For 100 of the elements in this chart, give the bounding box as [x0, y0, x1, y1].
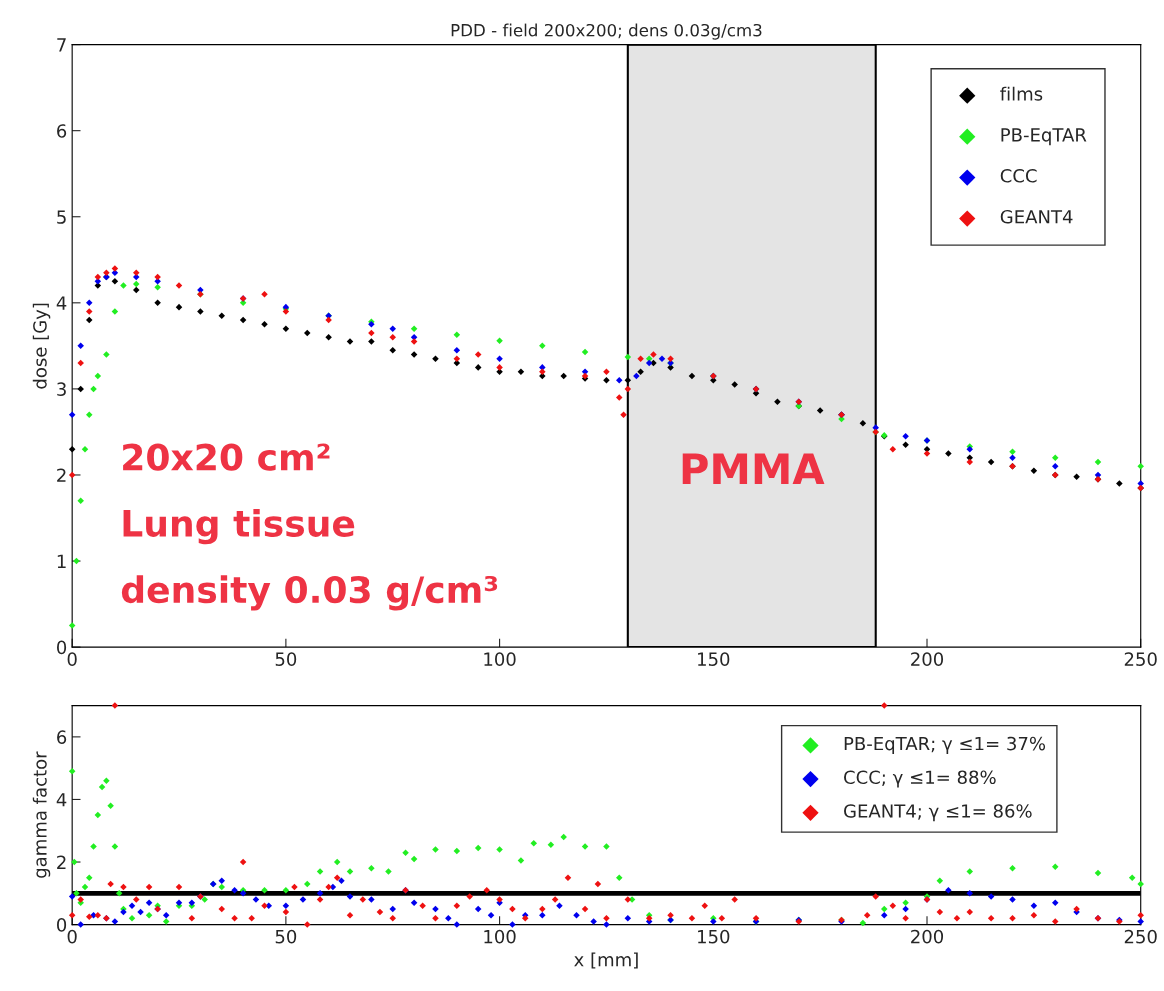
annotation: density 0.03 g/cm³ — [121, 575, 498, 611]
x-tick-label: 0 — [67, 929, 77, 944]
point — [1137, 463, 1144, 470]
point — [945, 450, 952, 457]
point — [667, 355, 674, 363]
point — [1009, 454, 1016, 462]
y-tick-label: 2 — [57, 855, 66, 869]
point — [624, 377, 632, 384]
x-tick-label: 150 — [698, 652, 730, 666]
legend-label: CCC; γ ≤1= 88% — [844, 770, 996, 788]
x-tick-label: 250 — [1124, 652, 1157, 666]
point — [616, 377, 623, 384]
point — [731, 381, 738, 388]
point — [496, 355, 503, 363]
point — [859, 420, 867, 427]
point — [77, 385, 84, 393]
point — [68, 411, 76, 418]
point — [1009, 448, 1016, 455]
point — [710, 377, 717, 384]
point — [667, 364, 674, 371]
point — [154, 299, 161, 307]
y-tick-label: 5 — [57, 210, 66, 224]
point — [86, 308, 93, 315]
y-tick-label: 6 — [57, 124, 67, 138]
point — [103, 351, 110, 358]
point — [77, 342, 84, 350]
point — [432, 355, 439, 363]
point — [453, 355, 461, 363]
point — [154, 284, 161, 291]
point — [902, 432, 909, 440]
point — [624, 385, 632, 393]
point — [1073, 473, 1080, 480]
legend-label: CCC — [1000, 168, 1037, 183]
point — [133, 269, 140, 276]
y-tick-label: 4 — [56, 296, 67, 310]
y-tick-label: 0 — [57, 640, 67, 655]
y-axis-title: gamma factor — [32, 751, 51, 878]
point — [1116, 480, 1123, 487]
point — [175, 303, 183, 311]
point — [86, 299, 93, 307]
x-tick-label: 50 — [275, 929, 297, 944]
chart-title: PDD - field 200x200; dens 0.03g/cm3 — [451, 23, 762, 40]
y-tick-label: 4 — [56, 793, 67, 807]
x-tick-label: 250 — [1124, 929, 1157, 944]
point — [1051, 463, 1059, 470]
y-tick-label: 2 — [57, 468, 66, 482]
point — [68, 471, 76, 479]
point — [987, 458, 995, 466]
legend-label: PB-EqTAR; γ ≤1= 37% — [844, 736, 1046, 754]
point — [624, 353, 632, 361]
point — [77, 497, 84, 505]
point — [581, 348, 589, 356]
point — [68, 445, 76, 453]
point — [616, 394, 623, 401]
point — [637, 355, 644, 363]
point — [77, 359, 84, 367]
point — [1030, 467, 1038, 474]
point — [86, 411, 93, 418]
point — [389, 325, 396, 332]
point — [637, 368, 644, 375]
point — [620, 411, 627, 418]
x-tick-label: 150 — [698, 929, 730, 944]
y-tick-label: 3 — [57, 382, 66, 397]
point — [133, 280, 140, 288]
point — [496, 337, 503, 344]
x-axis-title: x [mm] — [574, 952, 638, 969]
point — [453, 359, 461, 367]
point — [389, 346, 396, 354]
y-tick-label: 0 — [57, 918, 67, 932]
y-axis-title: dose [Gy] — [32, 303, 51, 389]
y-tick-label: 1 — [57, 554, 66, 568]
point — [303, 329, 311, 337]
point — [86, 316, 93, 324]
point — [603, 368, 610, 375]
point — [539, 368, 546, 375]
point — [103, 269, 110, 276]
point — [474, 364, 482, 371]
point — [368, 338, 375, 345]
point — [1094, 458, 1102, 466]
annotation: 20x20 cm² — [123, 443, 330, 471]
point — [133, 286, 140, 294]
point — [453, 331, 461, 338]
point — [218, 312, 226, 319]
point — [389, 333, 396, 341]
x-tick-label: 200 — [911, 929, 944, 944]
y-tick-label: 6 — [57, 730, 67, 744]
point — [68, 622, 76, 629]
band-label: PMMA — [682, 453, 825, 484]
point — [111, 278, 119, 285]
point — [496, 364, 503, 371]
annotation: Lung tissue — [123, 509, 355, 545]
point — [120, 282, 127, 289]
point — [603, 377, 610, 384]
point — [658, 355, 666, 363]
y-tick-label: 7 — [57, 38, 66, 52]
point — [94, 273, 102, 281]
point — [474, 351, 482, 358]
legend-label: films — [1000, 86, 1043, 101]
point — [902, 441, 909, 449]
point — [650, 351, 657, 358]
